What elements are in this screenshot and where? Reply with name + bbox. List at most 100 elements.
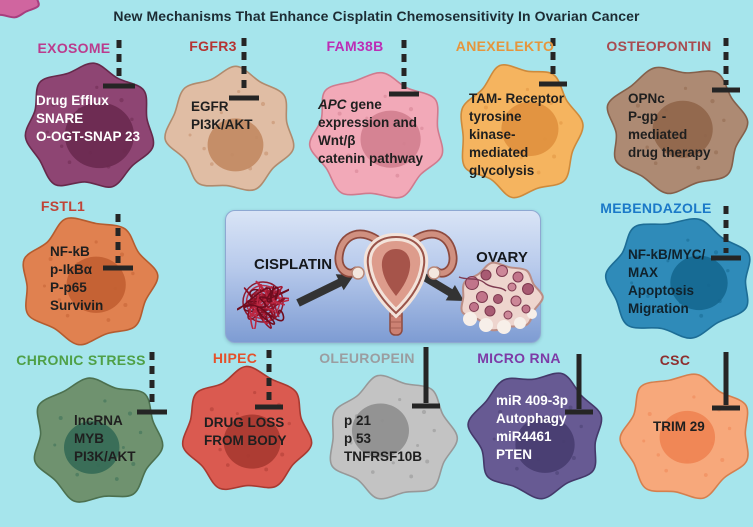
target-line: OPNc — [628, 91, 665, 106]
target-line: miR4461 — [496, 429, 552, 444]
inhibition-bar-osteopontin-icon — [712, 38, 740, 93]
inhibition-bar-hipec-icon — [255, 350, 283, 410]
inhibition-bar-fam38b-icon — [389, 40, 419, 97]
target-line: mediated — [469, 145, 529, 160]
mechanism-label-micro-rna: MICRO RNA — [477, 350, 561, 366]
target-line: Wnt/β — [318, 133, 356, 148]
target-line: MYB — [74, 431, 104, 446]
mechanism-label-csc: CSC — [659, 352, 691, 368]
inhibition-bar-csc-icon — [712, 352, 740, 411]
mechanism-label-anexelekto: ANEXELEKTO — [455, 38, 555, 54]
mechanism-targets-hipec: DRUG LOSS FROM BODY — [204, 414, 287, 450]
arrow-uterus-to-ovary-icon — [418, 271, 464, 301]
target-line: SNARE — [36, 111, 84, 126]
cell-blob-micro-rna — [467, 372, 603, 500]
ovary-tissue-illustration — [458, 261, 544, 334]
mechanism-label-osteopontin: OSTEOPONTIN — [606, 38, 712, 54]
cell-blob-chronic-stress — [33, 377, 164, 503]
cisplatin-label: CISPLATIN — [254, 256, 333, 273]
target-line: FROM BODY — [204, 433, 287, 448]
target-line: p 21 — [344, 413, 372, 428]
cell-blob-hipec — [181, 365, 313, 491]
inhibition-bar-chronic-stress-icon — [137, 352, 167, 415]
mechanism-label-fstl1: FSTL1 — [40, 198, 86, 214]
target-line: NF-kB/MYC/ — [628, 247, 706, 262]
mechanism-targets-mebendazole: NF-kB/MYC/MAX Apoptosis Migration — [628, 246, 705, 318]
inhibition-bar-micro-rna-icon — [565, 354, 593, 415]
uterus-illustration — [334, 229, 458, 336]
target-line: MAX — [628, 265, 658, 280]
target-line: TAM- Receptor — [469, 91, 565, 106]
target-line: EGFR — [191, 99, 229, 114]
mechanism-label-exosome: EXOSOME — [37, 40, 111, 56]
mechanism-label-fam38b: FAM38B — [326, 38, 384, 54]
inhibition-bar-fgfr3-icon — [229, 38, 259, 101]
target-line: NF-kB — [50, 244, 90, 259]
target-line: glycolysis — [469, 163, 535, 178]
target-line: mediated — [628, 127, 688, 142]
ovary-label: OVARY — [476, 249, 528, 266]
cell-blob-fstl1 — [22, 217, 159, 346]
cell-blob-osteopontin — [606, 66, 749, 195]
figure-title: New Mechanisms That Enhance Cisplatin Ch… — [113, 8, 640, 24]
cell-blob-anexelekto — [460, 64, 584, 199]
target-line: expression and — [318, 115, 418, 130]
target-line: P-p65 — [50, 280, 87, 295]
target-line: Autophagy — [496, 411, 567, 426]
target-line: TNFRSF10B — [344, 449, 423, 464]
mechanism-targets-osteopontin: OPNc P-gp - mediated drug therapy — [628, 90, 711, 162]
cell-blob-fam38b — [308, 71, 444, 199]
target-line: Migration — [628, 301, 689, 316]
cell-blob-fgfr3 — [164, 65, 295, 192]
corner-decoration-blob — [0, 0, 40, 19]
target-line: catenin pathway — [318, 151, 424, 166]
target-line: O-OGT-SNAP 23 — [36, 129, 141, 144]
mechanism-targets-fam38b: APC gene expression and Wnt/β catenin pathw… — [318, 96, 423, 168]
inhibition-bar-mebendazole-icon — [711, 206, 741, 261]
mechanism-label-fgfr3: FGFR3 — [189, 38, 237, 54]
line-rest: gene — [346, 97, 382, 112]
target-line: PI3K/AKT — [191, 117, 253, 132]
target-line: drug therapy — [628, 145, 711, 160]
central-panel: CISPLATIN OVARY — [225, 210, 544, 343]
cell-blob-mebendazole — [604, 217, 751, 339]
mechanism-targets-chronic-stress: lncRNA MYB PI3K/AKT — [74, 412, 136, 466]
mechanism-label-mebendazole: MEBENDAZOLE — [600, 200, 712, 216]
mechanism-targets-exosome: Drug Efflux SNARE O-OGT-SNAP 23 — [36, 92, 140, 146]
target-line: TRIM 29 — [653, 419, 705, 434]
target-line: Apoptosis — [628, 283, 694, 298]
target-line: lncRNA — [74, 413, 123, 428]
inhibition-bar-oleuropein-icon — [412, 347, 440, 409]
mechanism-targets-fstl1: NF-kB p-IkBα P-p65 Survivin — [50, 243, 103, 315]
arrows-layer — [296, 271, 464, 307]
mechanism-targets-oleuropein: p 21 p 53 TNFRSF10B — [344, 412, 422, 466]
target-line: p 53 — [344, 431, 372, 446]
target-line: DRUG LOSS — [204, 415, 285, 430]
target-line: miR 409-3p — [496, 393, 569, 408]
inhibition-bar-fstl1-icon — [103, 214, 133, 271]
target-line: PI3K/AKT — [74, 449, 136, 464]
mechanism-label-oleuropein: OLEUROPEIN — [319, 350, 415, 366]
mechanism-targets-fgfr3: EGFR PI3K/AKT — [191, 98, 253, 134]
mechanism-label-chronic-stress: CHRONIC STRESS — [16, 352, 146, 368]
cisplatin-molecule-illustration — [237, 280, 289, 329]
gene-name-italic: APC — [318, 97, 347, 112]
mechanism-targets-micro-rna: miR 409-3p Autophagy miR4461 PTEN — [496, 392, 568, 464]
arrow-cisplatin-to-uterus-icon — [296, 274, 354, 307]
target-line: APC gene — [318, 96, 423, 114]
target-line: PTEN — [496, 447, 533, 462]
target-line: tyrosine — [469, 109, 522, 124]
mechanism-label-hipec: HIPEC — [212, 350, 258, 366]
inhibition-bar-anexelekto-icon — [539, 38, 567, 87]
cell-blob-csc — [619, 373, 749, 500]
target-line: Survivin — [50, 298, 104, 313]
target-line: P-gp - — [628, 109, 667, 124]
target-line: Drug Efflux — [36, 93, 109, 108]
inhibition-bar-exosome-icon — [103, 40, 135, 89]
mechanism-targets-anexelekto: TAM- Receptor tyrosine kinase-mediated glyc… — [469, 90, 564, 180]
mechanism-targets-csc: TRIM 29 — [653, 418, 705, 436]
cell-blob-exosome — [24, 62, 155, 188]
